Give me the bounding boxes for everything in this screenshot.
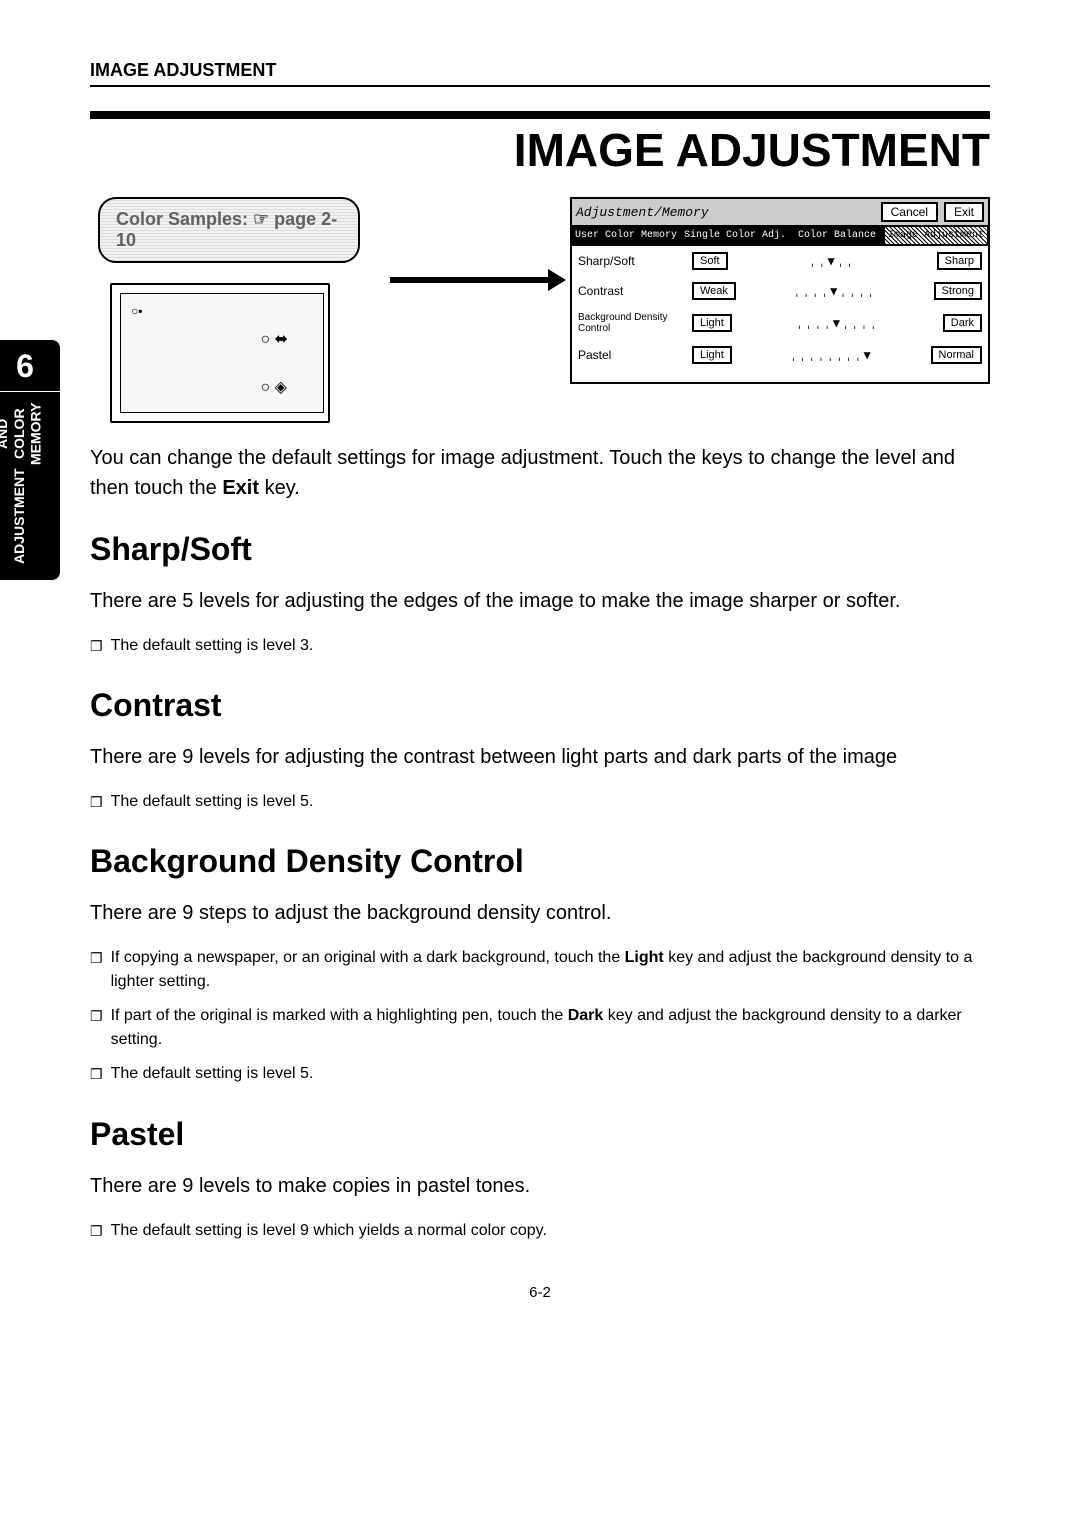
page-title: IMAGE ADJUSTMENT [90, 123, 990, 177]
bgd-note-2: ❐If part of the original is marked with … [90, 1004, 990, 1052]
copier-illustration: ○▪ ○ ⬌ ○ ◈ [110, 283, 330, 423]
slider-track[interactable]: ˌˌˌˌ▼ˌˌˌˌ [736, 316, 939, 330]
bgd-note-3: ❐ The default setting is level 5. [90, 1062, 990, 1087]
light-button[interactable]: Light [692, 314, 732, 332]
slider-pastel: Pastel Light ˌˌˌˌˌˌˌˌ▼ Normal [572, 340, 988, 370]
pastel-body: There are 9 levels to make copies in pas… [90, 1171, 990, 1201]
note-text: The default setting is level 3. [111, 634, 314, 659]
slider-label: Background Density Control [578, 312, 688, 334]
soft-button[interactable]: Soft [692, 252, 728, 270]
running-head: IMAGE ADJUSTMENT [90, 60, 990, 87]
copier-knobs: ○ ⬌ ○ ◈ [260, 329, 288, 397]
screen-title-label: Adjustment/Memory [576, 205, 875, 220]
page-number: 6-2 [90, 1284, 990, 1301]
bullet-icon: ❐ [90, 1062, 103, 1087]
sharp-soft-heading: Sharp/Soft [90, 531, 990, 568]
chapter-label: ADJUSTMENT AND COLOR MEMORY [0, 392, 48, 572]
knob-icon: ○ ⬌ [260, 329, 288, 349]
tab-user-color-memory[interactable]: User Color Memory [572, 227, 681, 244]
intro-paragraph: You can change the default settings for … [90, 443, 990, 503]
exit-button[interactable]: Exit [944, 202, 984, 222]
chapter-number: 6 [0, 340, 60, 392]
chapter-line-2: AND COLOR MEMORY [0, 400, 44, 468]
chapter-side-tab: 6 ADJUSTMENT AND COLOR MEMORY [0, 340, 60, 580]
screen-tabs: User Color Memory Single Color Adj. Colo… [572, 227, 988, 246]
slider-track[interactable]: ˌˌˌˌˌˌˌˌ▼ [736, 348, 927, 362]
contrast-heading: Contrast [90, 687, 990, 724]
cancel-button[interactable]: Cancel [881, 202, 938, 222]
intro-text: You can change the default settings for … [90, 447, 955, 499]
contrast-note: ❐ The default setting is level 5. [90, 790, 990, 815]
intro-exit-ref: Exit [222, 477, 259, 499]
bullet-icon: ❐ [90, 1004, 103, 1052]
slider-track[interactable]: ˌˌ▼ˌˌ [732, 254, 933, 268]
screen-titlebar: Adjustment/Memory Cancel Exit [572, 199, 988, 227]
slider-track[interactable]: ˌˌˌˌ▼ˌˌˌˌ [740, 284, 930, 298]
normal-button[interactable]: Normal [931, 346, 982, 364]
note-text: The default setting is level 9 which yie… [111, 1219, 547, 1244]
sharp-soft-note: ❐ The default setting is level 3. [90, 634, 990, 659]
color-samples-bubble: Color Samples: ☞ page 2-10 [98, 197, 360, 263]
bullet-icon: ❐ [90, 790, 103, 815]
slider-label: Contrast [578, 284, 688, 298]
bullet-icon: ❐ [90, 1219, 103, 1244]
figure-left: Color Samples: ☞ page 2-10 ○▪ ○ ⬌ ○ ◈ [90, 197, 360, 423]
title-rule [90, 111, 990, 119]
copier-glyph: ○▪ [131, 304, 143, 318]
bgd-note-1: ❐If copying a newspaper, or an original … [90, 946, 990, 994]
figure-right: Adjustment/Memory Cancel Exit User Color… [570, 197, 990, 384]
note-text: The default setting is level 5. [111, 790, 314, 815]
sharp-soft-body: There are 5 levels for adjusting the edg… [90, 586, 990, 616]
weak-button[interactable]: Weak [692, 282, 736, 300]
intro-text-tail: key. [259, 477, 300, 499]
bullet-icon: ❐ [90, 634, 103, 659]
tab-single-color-adj[interactable]: Single Color Adj. [681, 227, 790, 244]
chapter-line-1: ADJUSTMENT [11, 468, 28, 564]
tab-image-adjustment[interactable]: Image Adjustment [885, 227, 988, 244]
slider-label: Sharp/Soft [578, 254, 688, 268]
tab-color-balance[interactable]: Color Balance [790, 227, 885, 244]
note-text: If part of the original is marked with a… [111, 1004, 990, 1052]
bgd-heading: Background Density Control [90, 843, 990, 880]
strong-button[interactable]: Strong [934, 282, 982, 300]
sharp-button[interactable]: Sharp [937, 252, 982, 270]
light-button[interactable]: Light [692, 346, 732, 364]
arrow-icon [390, 277, 550, 283]
slider-background-density: Background Density Control Light ˌˌˌˌ▼ˌˌ… [572, 306, 988, 340]
copier-inner: ○▪ [120, 293, 324, 413]
dark-button[interactable]: Dark [943, 314, 982, 332]
bullet-icon: ❐ [90, 946, 103, 994]
bgd-body: There are 9 steps to adjust the backgrou… [90, 898, 990, 928]
touchscreen: Adjustment/Memory Cancel Exit User Color… [570, 197, 990, 384]
note-text: If copying a newspaper, or an original w… [111, 946, 990, 994]
contrast-body: There are 9 levels for adjusting the con… [90, 742, 990, 772]
knob-icon: ○ ◈ [260, 377, 288, 397]
pastel-note: ❐ The default setting is level 9 which yi… [90, 1219, 990, 1244]
slider-label: Pastel [578, 348, 688, 362]
figure-row: Color Samples: ☞ page 2-10 ○▪ ○ ⬌ ○ ◈ Ad… [90, 197, 990, 423]
figure-arrow-col [380, 197, 550, 283]
pastel-heading: Pastel [90, 1116, 990, 1153]
note-text: The default setting is level 5. [111, 1062, 314, 1087]
slider-sharp-soft: Sharp/Soft Soft ˌˌ▼ˌˌ Sharp [572, 246, 988, 276]
slider-contrast: Contrast Weak ˌˌˌˌ▼ˌˌˌˌ Strong [572, 276, 988, 306]
